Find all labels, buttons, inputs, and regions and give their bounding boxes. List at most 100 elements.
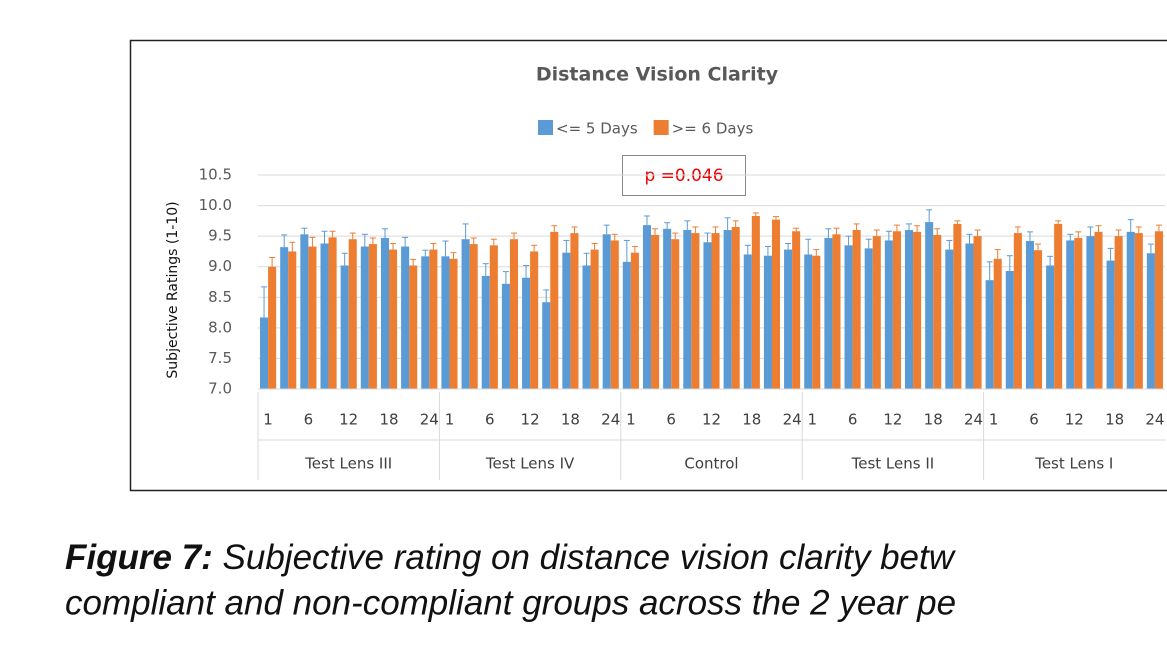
x-tick-label: 1 <box>808 411 818 429</box>
bar <box>792 231 801 389</box>
y-tick-label: 8.0 <box>208 318 232 336</box>
bar <box>743 254 752 389</box>
group-label: Control <box>684 455 738 473</box>
legend-label: >= 6 Days <box>672 120 754 138</box>
y-tick-label: 7.0 <box>208 380 232 398</box>
bar <box>1074 237 1083 389</box>
bar <box>985 280 994 389</box>
bar <box>812 255 821 389</box>
y-tick-label: 10.0 <box>199 196 232 214</box>
bar <box>268 266 277 389</box>
bar <box>550 231 559 389</box>
bar <box>751 215 760 389</box>
bar <box>1146 253 1155 389</box>
x-tick-label: 24 <box>964 411 983 429</box>
bar <box>1066 240 1075 389</box>
legend-label: <= 5 Days <box>556 120 638 138</box>
bar <box>852 230 861 389</box>
group-label: Test Lens III <box>304 455 392 473</box>
bar <box>1094 231 1103 389</box>
bar <box>804 254 813 389</box>
bar <box>429 249 438 389</box>
x-tick-label: 6 <box>1029 411 1039 429</box>
bar <box>953 223 962 389</box>
x-tick-label: 12 <box>521 411 540 429</box>
caption-line: compliant and non-compliant groups acros… <box>65 583 956 622</box>
x-tick-label: 12 <box>883 411 902 429</box>
caption-text: Subjective rating on distance vision cla… <box>223 538 957 577</box>
x-tick-label: 18 <box>742 411 761 429</box>
bar <box>913 231 922 389</box>
bar <box>328 237 337 389</box>
annotation: p =0.046 <box>644 166 723 186</box>
x-tick-label: 24 <box>601 411 620 429</box>
x-tick-label: 12 <box>1065 411 1084 429</box>
y-tick-label: 9.5 <box>208 227 232 245</box>
bar <box>771 219 781 389</box>
y-tick-label: 8.5 <box>208 288 232 306</box>
y-axis-label: Subjective Ratings (1-10) <box>165 201 181 378</box>
bar <box>925 222 934 389</box>
bar <box>1046 265 1055 389</box>
bar <box>671 239 680 389</box>
bar <box>832 234 841 389</box>
group-label: Test Lens II <box>851 455 935 473</box>
bar <box>884 240 893 389</box>
bar <box>642 225 652 389</box>
bar <box>703 242 712 389</box>
x-tick-label: 18 <box>1105 411 1124 429</box>
x-tick-label: 24 <box>420 411 439 429</box>
bar <box>763 255 772 389</box>
bar <box>965 243 974 389</box>
bar <box>280 247 289 389</box>
x-tick-label: 1 <box>263 411 273 429</box>
x-tick-label: 6 <box>304 411 314 429</box>
bar <box>320 243 329 389</box>
bar <box>380 237 390 389</box>
bar <box>844 245 853 389</box>
x-tick-label: 12 <box>339 411 358 429</box>
bar <box>1126 231 1135 389</box>
bar <box>691 233 700 389</box>
x-tick-label: 12 <box>702 411 721 429</box>
bar <box>1154 231 1163 389</box>
legend-swatch <box>538 120 553 135</box>
y-tick-label: 9.0 <box>208 257 232 275</box>
bar <box>590 249 599 389</box>
bar <box>308 246 317 389</box>
bar <box>711 233 720 389</box>
bar <box>348 239 357 389</box>
bar <box>1134 233 1143 389</box>
bar <box>389 249 398 389</box>
x-tick-label: 1 <box>445 411 455 429</box>
bar <box>1114 236 1123 389</box>
bar <box>441 256 450 389</box>
bar <box>509 239 519 389</box>
group-label: Test Lens IV <box>485 455 575 473</box>
bar <box>663 228 672 389</box>
x-tick-label: 18 <box>924 411 943 429</box>
caption-lead: Figure 7: <box>65 538 213 577</box>
bar <box>542 302 551 389</box>
x-tick-label: 1 <box>626 411 636 429</box>
group-label: Test Lens I <box>1034 455 1113 473</box>
caption-line: Figure 7: Subjective rating on distance … <box>65 538 957 577</box>
bar <box>489 245 498 389</box>
bar <box>1106 260 1115 389</box>
bar <box>1005 270 1014 389</box>
bar <box>892 231 901 389</box>
x-tick-label: 24 <box>783 411 802 429</box>
bar <box>368 244 377 389</box>
bar <box>530 251 539 389</box>
bar <box>461 239 470 389</box>
bar <box>522 277 531 389</box>
bar <box>288 251 297 389</box>
bar <box>651 234 660 389</box>
x-tick-label: 18 <box>379 411 398 429</box>
bar <box>449 258 458 389</box>
bar <box>630 252 639 389</box>
bar <box>401 246 410 389</box>
bar <box>421 256 430 389</box>
